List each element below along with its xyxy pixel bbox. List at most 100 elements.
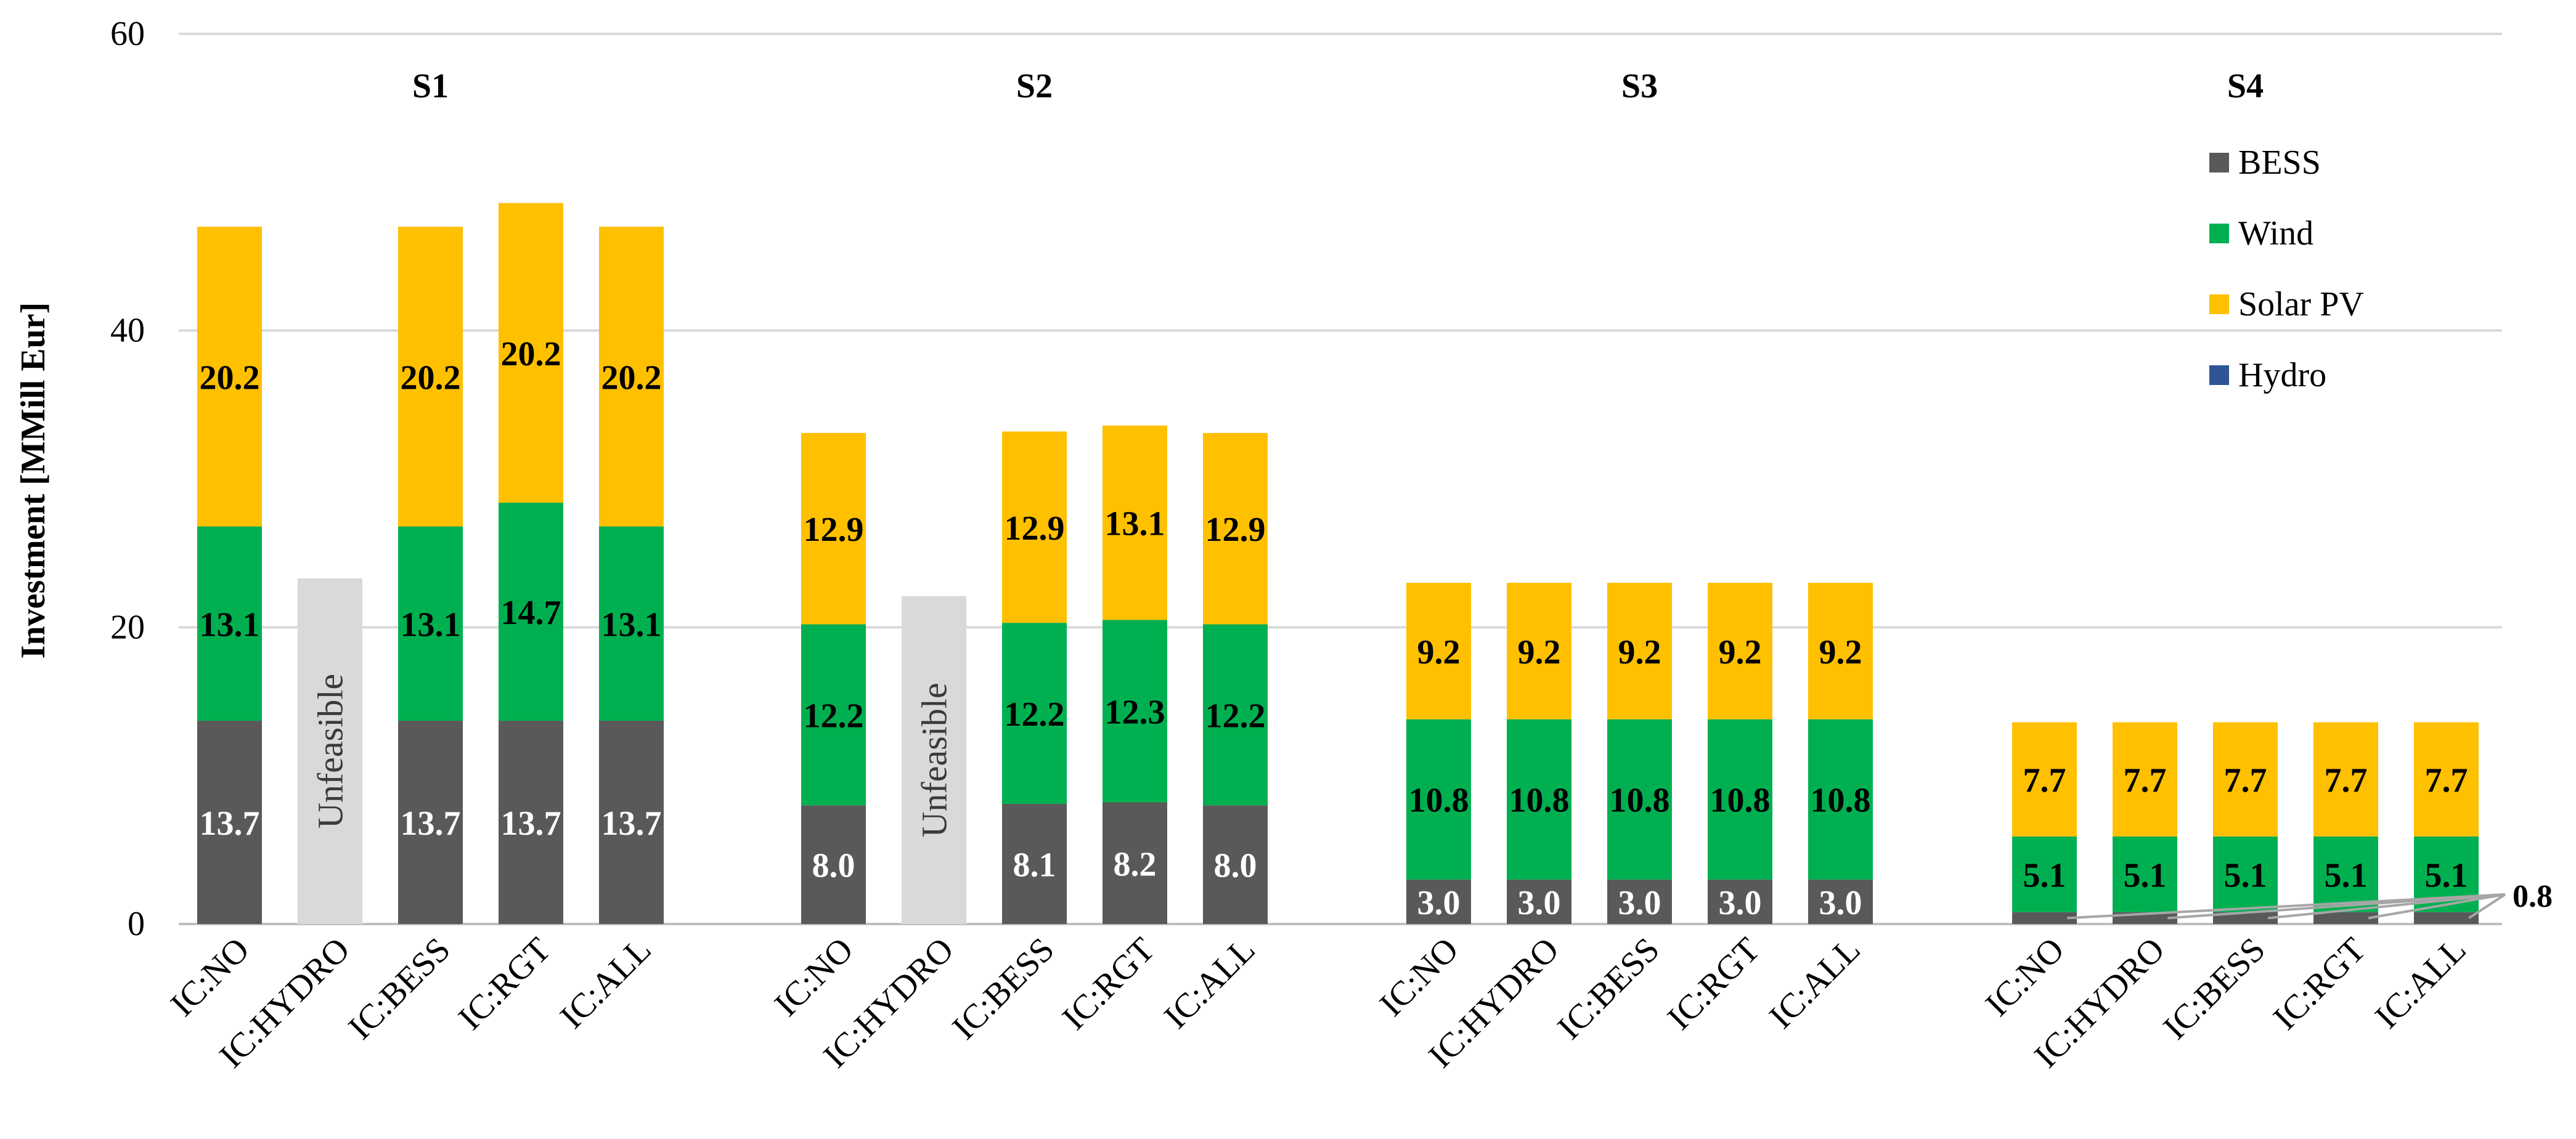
bar-segment-bess — [1708, 879, 1772, 924]
bar-segment-solar-pv — [1002, 431, 1067, 623]
bar-segment-bess — [2213, 912, 2278, 924]
bar-segment-solar-pv — [1808, 583, 1873, 719]
data-label: 3.0 — [1417, 884, 1461, 922]
bar-segment-solar-pv — [1203, 432, 1268, 625]
bar-segment-solar-pv — [801, 432, 866, 625]
leader-line — [2167, 893, 2506, 920]
data-label: 9.2 — [1618, 633, 1661, 671]
data-label: 5.1 — [2425, 856, 2468, 894]
data-label: 12.2 — [804, 697, 864, 735]
category-label: IC:NO — [163, 930, 257, 1024]
bar-segment-solar-pv — [499, 203, 563, 503]
bar-segment-solar-pv — [197, 227, 262, 527]
bar-segment-bess — [599, 721, 664, 924]
group-title: S4 — [2227, 67, 2264, 105]
category-label: IC:NO — [1372, 930, 1466, 1024]
data-label: 13.1 — [401, 606, 461, 644]
data-label: 13.7 — [401, 805, 461, 843]
data-label: 8.0 — [1214, 847, 1257, 885]
bar-segment-solar-pv — [1406, 583, 1471, 719]
category-label: IC:BESS — [2156, 930, 2273, 1047]
data-label: 13.7 — [601, 805, 662, 843]
data-label: 7.7 — [2224, 761, 2267, 800]
bar-segment-bess — [2313, 912, 2378, 924]
bar-segment-solar-pv — [2113, 722, 2177, 837]
data-label: 13.1 — [200, 606, 260, 644]
data-label: 13.1 — [1105, 505, 1165, 543]
data-label: 3.0 — [1618, 884, 1661, 922]
data-label: 13.7 — [501, 805, 561, 843]
legend-swatch — [2209, 153, 2229, 172]
data-label: 12.9 — [1205, 511, 1266, 549]
data-label: 10.8 — [1710, 782, 1771, 820]
data-label: 5.1 — [2224, 856, 2267, 894]
data-label: 10.8 — [1409, 782, 1469, 820]
bar-segment-wind — [1406, 719, 1471, 880]
bar-segment-wind — [1507, 719, 1571, 880]
bar-segment-bess — [2012, 912, 2077, 924]
data-label: 12.9 — [804, 511, 864, 549]
y-tick-label: 0 — [128, 905, 145, 943]
bar-segment-wind — [599, 526, 664, 721]
bar-segment-wind — [1607, 719, 1672, 880]
category-label: IC:RGT — [1660, 930, 1767, 1037]
bar-segment-solar-pv — [1507, 583, 1571, 719]
bar-segment-bess — [1103, 802, 1167, 924]
data-label: 12.2 — [1205, 697, 1266, 735]
bar-segment-bess — [2414, 912, 2479, 924]
group-title: S1 — [412, 67, 449, 105]
data-label: 20.2 — [601, 359, 662, 397]
bar-segment-wind — [197, 526, 262, 721]
data-label: 3.0 — [1719, 884, 1762, 922]
data-label: 10.8 — [1610, 782, 1670, 820]
data-label: 7.7 — [2425, 761, 2468, 800]
data-label: 9.2 — [1719, 633, 1762, 671]
legend-label: Hydro — [2238, 356, 2326, 394]
data-label: 20.2 — [401, 359, 461, 397]
category-label: IC:NO — [767, 930, 861, 1024]
data-label: 8.0 — [812, 847, 855, 885]
y-tick-label: 20 — [110, 608, 145, 646]
category-label: IC:ALL — [2368, 930, 2473, 1036]
data-label: 7.7 — [2124, 761, 2167, 800]
leader-line — [2368, 893, 2506, 920]
bar-segment-bess — [398, 721, 463, 924]
bar-segment-bess — [197, 721, 262, 924]
category-label: IC:ALL — [1762, 930, 1867, 1036]
y-axis-title: Investment [MMill Eur] — [14, 302, 52, 659]
bar-segment-wind — [2313, 836, 2378, 912]
data-label: 8.2 — [1114, 845, 1157, 883]
data-label: 9.2 — [1417, 633, 1461, 671]
data-label: 5.1 — [2325, 856, 2368, 894]
legend-label: Wind — [2238, 214, 2313, 253]
bar-segment-solar-pv — [2213, 722, 2278, 837]
category-label: IC:BESS — [1551, 930, 1667, 1047]
category-label: IC:RGT — [2266, 930, 2373, 1037]
data-label: 3.0 — [1819, 884, 1862, 922]
bar-segment-bess — [499, 721, 563, 924]
bar-segment-wind — [801, 624, 866, 806]
bar-segment-wind — [499, 503, 563, 721]
data-label: 10.8 — [1811, 782, 1871, 820]
callout-label: 0.8 — [2513, 879, 2553, 914]
group-title: S2 — [1016, 67, 1053, 105]
data-label: 5.1 — [2023, 856, 2066, 894]
data-label: 9.2 — [1819, 633, 1862, 671]
legend-label: BESS — [2238, 144, 2321, 182]
y-tick-label: 40 — [110, 312, 145, 350]
unfeasible-bar — [902, 596, 966, 924]
category-label: IC:ALL — [1157, 930, 1262, 1036]
data-label: 14.7 — [501, 594, 561, 632]
bar-segment-solar-pv — [1708, 583, 1772, 719]
legend: BESS Wind Solar PV Hydro — [2209, 144, 2364, 394]
bar-segment-solar-pv — [1607, 583, 1672, 719]
data-label: 12.9 — [1005, 509, 1065, 548]
bar-segment-wind — [1103, 620, 1167, 803]
bar-segment-wind — [2213, 836, 2278, 912]
data-label: 12.2 — [1005, 695, 1065, 734]
labels-layer: S1 13.7 13.1 20.2 Unfeasible 13.7 13.1 20.2 13.7… — [200, 67, 2553, 922]
group-title: S3 — [1621, 67, 1658, 105]
data-label: 8.1 — [1013, 846, 1056, 884]
legend-swatch — [2209, 365, 2229, 385]
